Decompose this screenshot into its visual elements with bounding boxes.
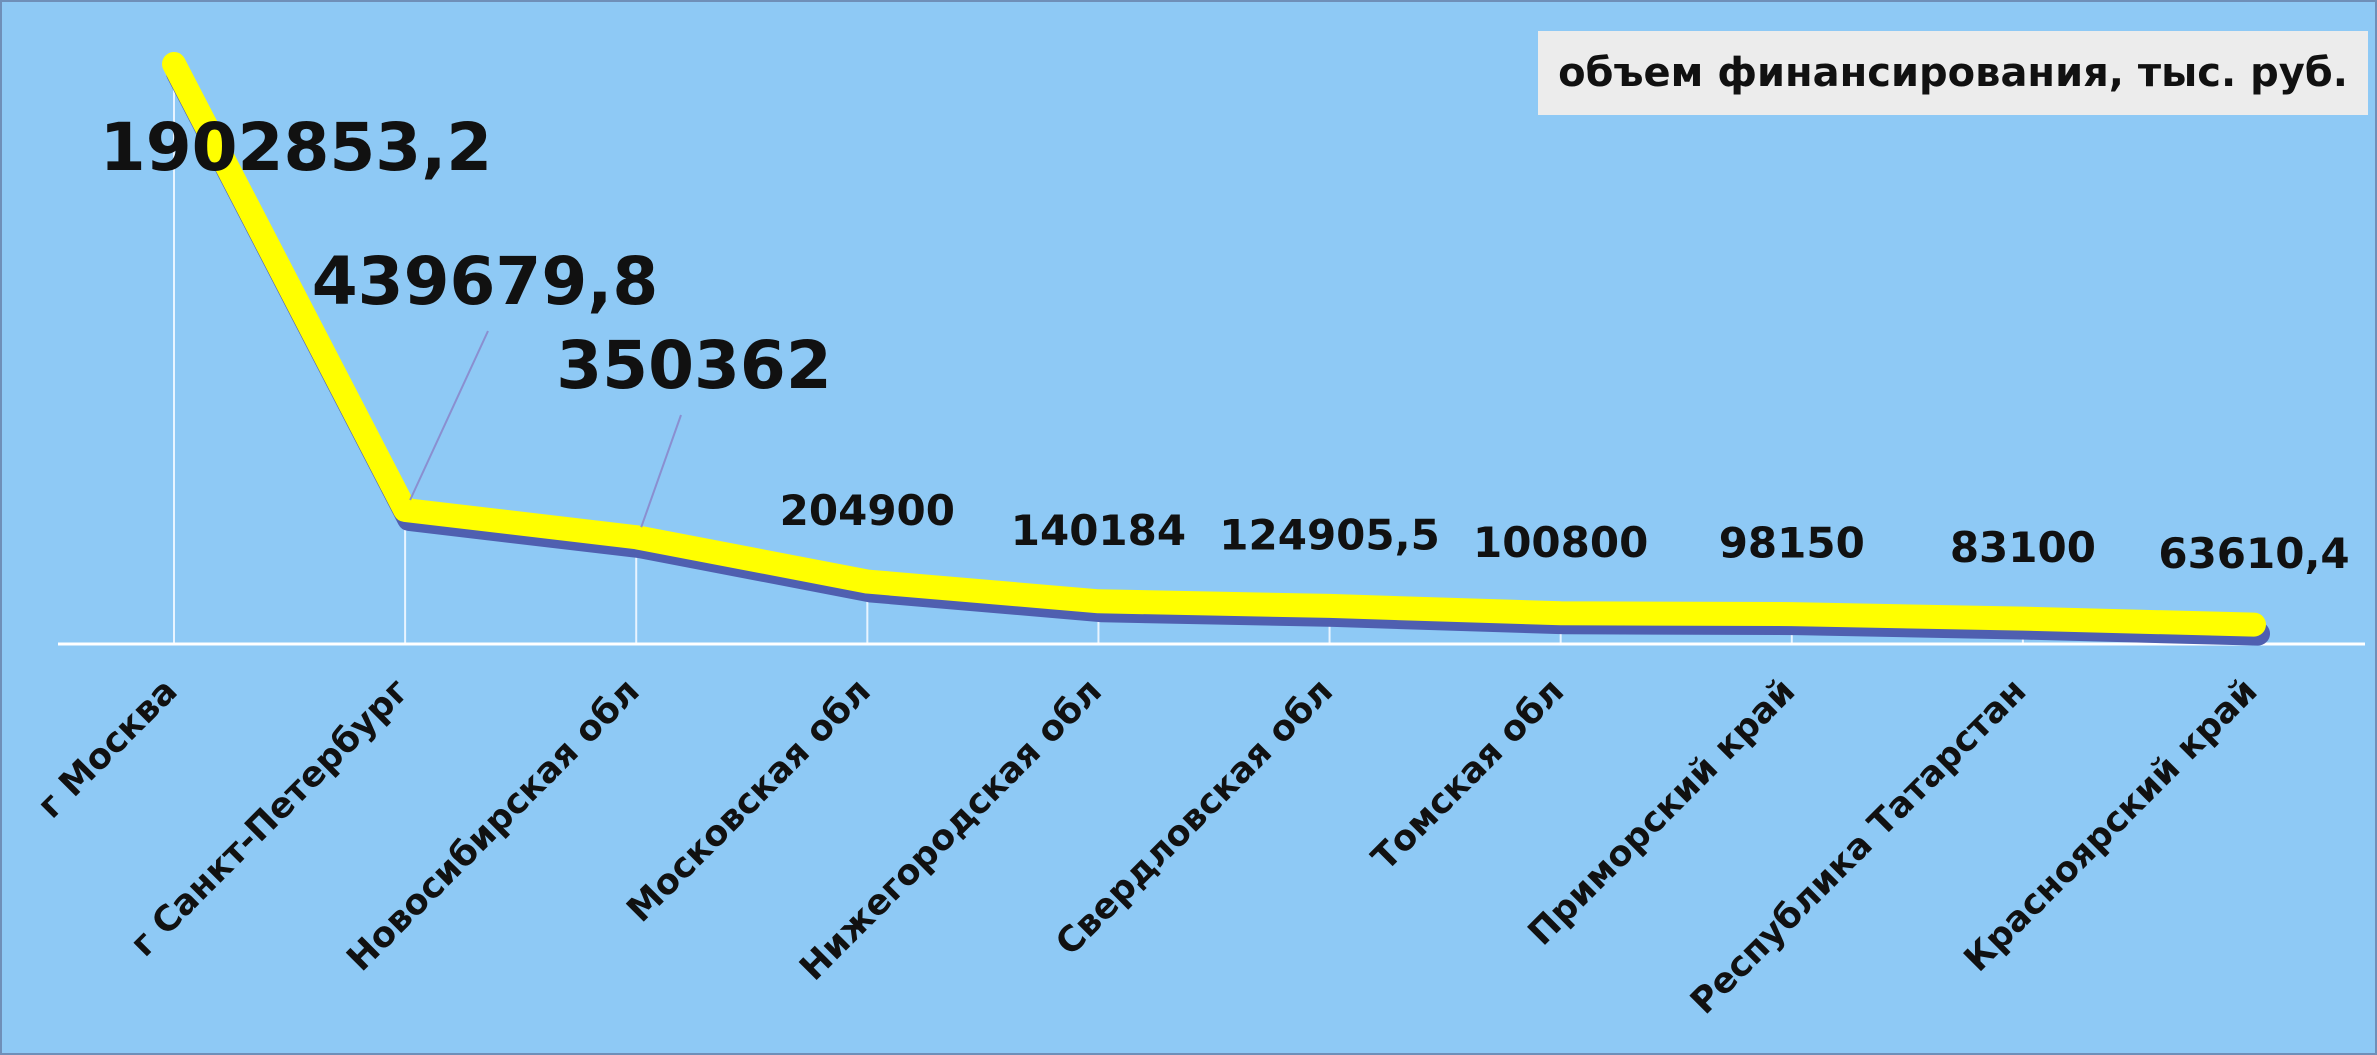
- data-label: 98150: [1719, 519, 1865, 568]
- data-label: 1902853,2: [100, 109, 492, 186]
- data-label: 439679,8: [312, 243, 659, 320]
- data-label: 350362: [556, 327, 832, 404]
- line: [162, 52, 2266, 637]
- leader-line: [640, 414, 682, 528]
- data-label: 63610,4: [2158, 529, 2349, 578]
- data-label: 124905,5: [1219, 510, 1440, 559]
- leader-line: [409, 330, 489, 501]
- data-label: 140184: [1011, 506, 1186, 555]
- legend: объем финансирования, тыс. руб.: [1538, 31, 2368, 115]
- data-label: 204900: [780, 486, 955, 535]
- legend-box: [1538, 31, 2368, 115]
- data-label: 83100: [1950, 523, 2096, 572]
- data-label: 100800: [1473, 518, 1648, 567]
- legend-label: объем финансирования, тыс. руб.: [1558, 50, 2348, 96]
